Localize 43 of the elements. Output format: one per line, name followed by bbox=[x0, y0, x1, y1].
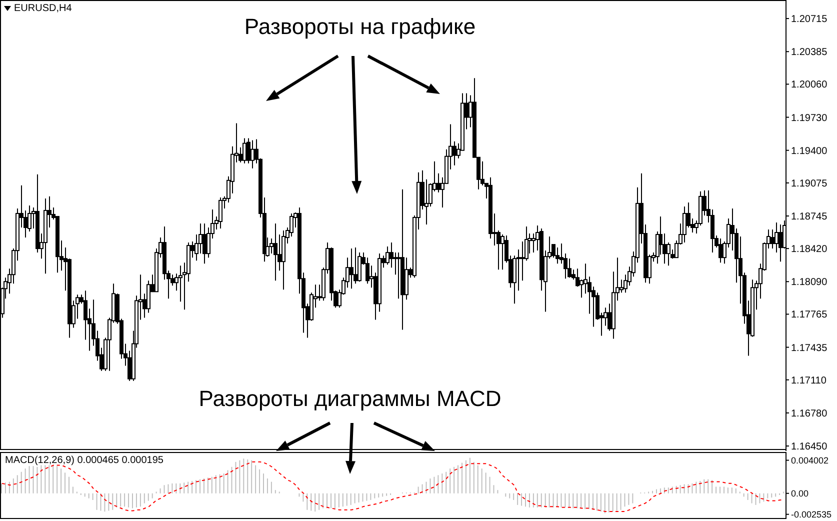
candlestick bbox=[452, 140, 456, 166]
y-tick-label: 1.19730 bbox=[791, 112, 828, 124]
candlestick bbox=[718, 238, 722, 264]
annotation: Развороты диаграммы MACD bbox=[198, 386, 502, 412]
candlestick bbox=[666, 242, 670, 266]
candlestick bbox=[270, 238, 274, 254]
y-tick-label: 1.19075 bbox=[791, 178, 828, 190]
candlestick bbox=[774, 222, 778, 254]
candlestick bbox=[242, 138, 246, 164]
candlestick bbox=[682, 206, 686, 244]
candlestick bbox=[202, 222, 206, 264]
candlestick bbox=[386, 246, 390, 266]
annotation: Развороты на графике bbox=[244, 14, 476, 40]
y-tick-label: 1.16450 bbox=[791, 442, 828, 453]
candlestick bbox=[354, 247, 358, 284]
candlestick bbox=[480, 160, 484, 186]
y-tick-label: 1.17110 bbox=[791, 375, 827, 386]
y-tick-label: 1.20060 bbox=[791, 80, 828, 91]
candlestick bbox=[436, 172, 440, 193]
candlestick bbox=[350, 248, 354, 290]
candlestick bbox=[250, 140, 254, 169]
y-tick-label: 0.00 bbox=[791, 488, 809, 499]
chart-title: MACD(12,26,9) 0.000465 0.000195 bbox=[5, 455, 164, 466]
y-tick-label: 1.16780 bbox=[791, 408, 828, 420]
y-tick-label: 1.18420 bbox=[791, 244, 828, 256]
y-tick-label: 1.17435 bbox=[791, 342, 828, 354]
candlestick bbox=[218, 196, 222, 230]
y-tick-label: 0.004002 bbox=[791, 455, 829, 466]
y-tick-label: 1.18745 bbox=[791, 212, 828, 223]
candlestick bbox=[500, 234, 504, 270]
candlestick bbox=[770, 229, 774, 250]
candlestick bbox=[556, 247, 560, 264]
y-tick-label: 1.20715 bbox=[791, 14, 828, 26]
candlestick bbox=[778, 224, 782, 262]
y-tick-label: 1.20385 bbox=[791, 47, 828, 58]
y-tick-label: 1.19400 bbox=[791, 146, 828, 157]
chart-title: EURUSD,H4 bbox=[14, 3, 72, 14]
candlestick bbox=[520, 241, 524, 282]
y-tick-label: -0.002535 bbox=[791, 510, 832, 520]
y-tick-label: 1.17765 bbox=[791, 310, 828, 321]
y-tick-label: 1.18090 bbox=[791, 277, 828, 288]
candlestick bbox=[274, 222, 278, 282]
candlestick bbox=[396, 252, 400, 300]
